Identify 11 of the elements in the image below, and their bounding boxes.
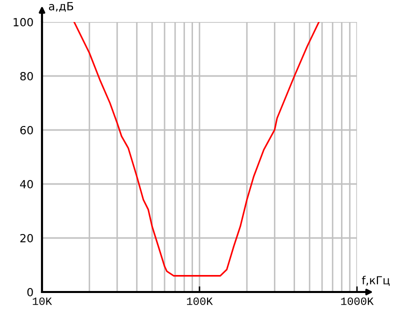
x-axis-title: f,кГц <box>362 276 390 286</box>
x-tick-label: 100K <box>186 297 213 306</box>
x-tick-label: 10K <box>32 297 52 306</box>
y-tick-label: 80 <box>20 72 33 80</box>
y-tick-label: 100 <box>14 18 33 26</box>
y-tick-label: 40 <box>20 180 33 188</box>
y-tick-label: 0 <box>27 288 33 296</box>
y-tick-label: 20 <box>20 234 33 242</box>
x-tick-label: 1000K <box>341 297 374 306</box>
y-axis-title: а,дБ <box>48 2 74 12</box>
y-tick-label: 60 <box>20 126 33 134</box>
